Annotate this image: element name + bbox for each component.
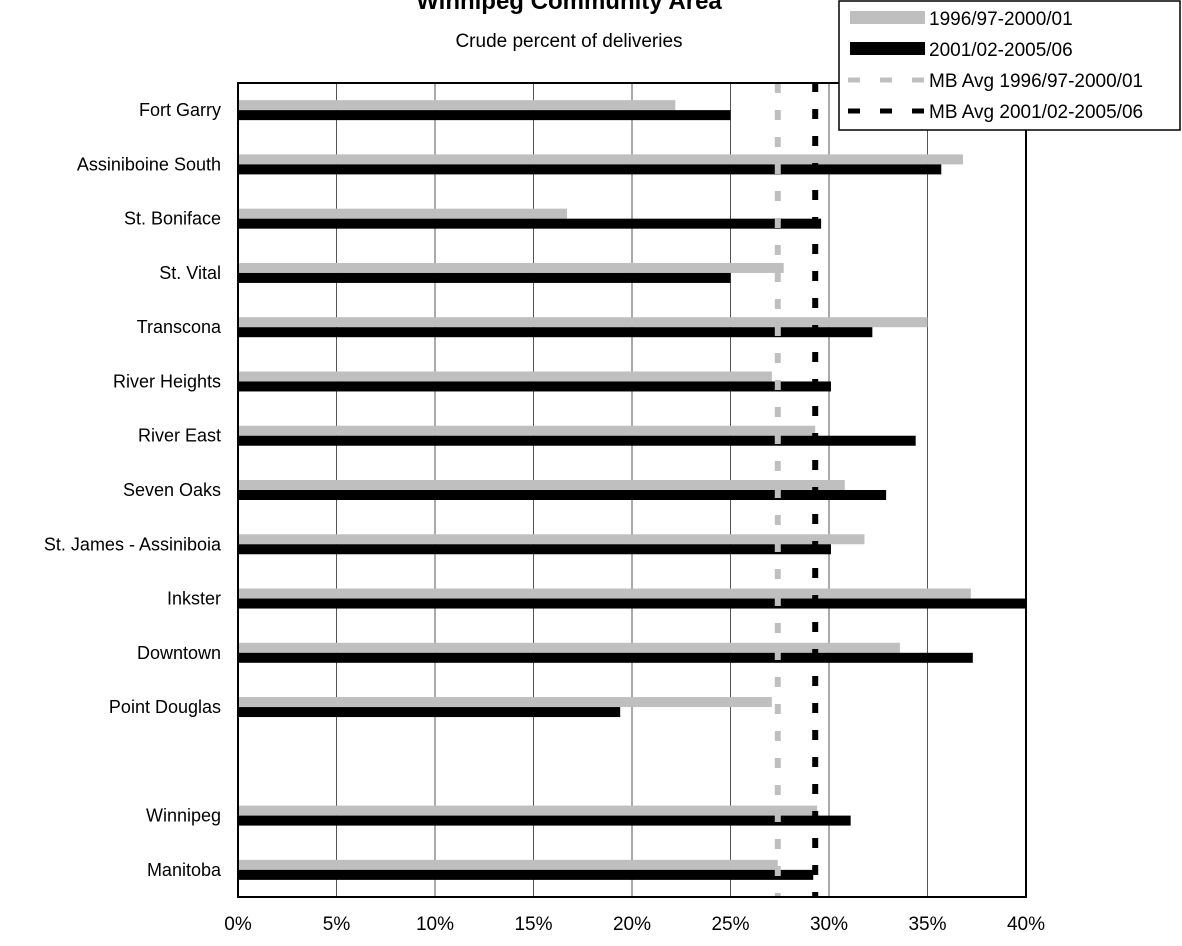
- bar-series-2: [238, 652, 973, 663]
- legend-swatch: [850, 11, 925, 24]
- bar-series-1: [238, 208, 567, 219]
- bar-series-2: [238, 815, 851, 826]
- chart-subtitle: Crude percent of deliveries: [455, 31, 683, 52]
- bar-series-1: [238, 805, 818, 816]
- bar-series-2: [238, 110, 731, 121]
- bar-series-2: [238, 707, 621, 718]
- bar-series-1: [238, 262, 784, 273]
- category-label: Inkster: [167, 589, 221, 609]
- bar-series-2: [238, 327, 873, 338]
- bar-series-2: [238, 381, 831, 392]
- bar-series-1: [238, 697, 772, 708]
- bar-series-1: [238, 317, 928, 328]
- category-label: Manitoba: [147, 860, 222, 880]
- category-label: St. James - Assiniboia: [44, 534, 222, 554]
- x-tick-label: 10%: [416, 914, 454, 935]
- legend-label: MB Avg 2001/02-2005/06: [929, 102, 1143, 123]
- category-label: St. Vital: [159, 263, 221, 283]
- legend-swatch: [850, 42, 925, 55]
- x-tick-label: 40%: [1007, 914, 1045, 935]
- category-label: Assiniboine South: [77, 154, 221, 174]
- category-label: Transcona: [137, 317, 222, 337]
- bar-series-2: [238, 272, 731, 283]
- bar-series-2: [238, 435, 916, 446]
- bar-series-1: [238, 100, 676, 111]
- bar-series-2: [238, 869, 814, 880]
- x-tick-label: 30%: [810, 914, 848, 935]
- legend-label: 1996/97-2000/01: [929, 9, 1073, 30]
- category-label: Winnipeg: [146, 806, 221, 826]
- legend: 1996/97-2000/01 2001/02-2005/06 MB Avg 199…: [838, 0, 1181, 131]
- bar-series-1: [238, 425, 816, 436]
- legend-label: MB Avg 1996/97-2000/01: [929, 71, 1143, 92]
- bar-series-1: [238, 480, 845, 490]
- category-label: Point Douglas: [109, 697, 221, 717]
- category-label: Downtown: [137, 643, 221, 663]
- category-label: St. Boniface: [124, 209, 221, 229]
- category-label: River Heights: [113, 371, 221, 391]
- bar-series-1: [238, 588, 971, 599]
- bar-series-1: [238, 371, 772, 382]
- category-label: Seven Oaks: [123, 480, 221, 500]
- plot-frame: [237, 82, 1027, 898]
- bar-series-2: [238, 218, 822, 229]
- x-tick-label: 20%: [613, 914, 651, 935]
- bar-series-1: [238, 642, 900, 653]
- bar-series-2: [238, 544, 831, 555]
- x-tick-label: 5%: [323, 914, 351, 935]
- chart-title: Winnipeg Community Area: [416, 0, 722, 15]
- legend-label: 2001/02-2005/06: [929, 40, 1073, 61]
- bar-series-2: [238, 164, 942, 175]
- bar-series-1: [238, 534, 865, 545]
- x-tick-label: 0%: [224, 914, 252, 935]
- x-tick-label: 15%: [514, 914, 552, 935]
- category-label: River East: [138, 426, 221, 446]
- bar-series-1: [238, 154, 963, 165]
- bar-series-2: [238, 490, 887, 500]
- bar-series-1: [238, 859, 778, 870]
- x-tick-label: 35%: [908, 914, 946, 935]
- bar-series-2: [238, 598, 1026, 609]
- x-tick-label: 25%: [711, 914, 749, 935]
- category-label: Fort Garry: [139, 100, 221, 120]
